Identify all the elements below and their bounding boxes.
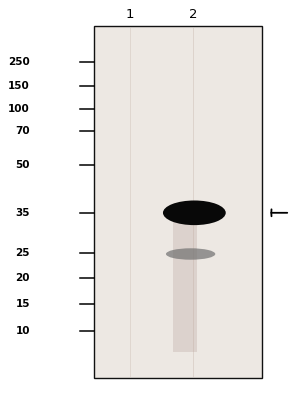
Text: 150: 150 <box>8 81 30 91</box>
Ellipse shape <box>163 200 226 225</box>
Text: 70: 70 <box>15 126 30 136</box>
Text: 25: 25 <box>16 248 30 258</box>
Text: 50: 50 <box>16 160 30 170</box>
Text: 20: 20 <box>16 273 30 283</box>
Bar <box>173 212 197 352</box>
Text: 1: 1 <box>126 8 134 20</box>
Text: 250: 250 <box>8 57 30 67</box>
Text: 2: 2 <box>189 8 197 20</box>
Text: 15: 15 <box>16 299 30 309</box>
Ellipse shape <box>166 248 215 260</box>
Bar <box>94 26 262 378</box>
Text: 35: 35 <box>16 208 30 218</box>
Text: 10: 10 <box>16 326 30 336</box>
Text: 100: 100 <box>8 104 30 114</box>
